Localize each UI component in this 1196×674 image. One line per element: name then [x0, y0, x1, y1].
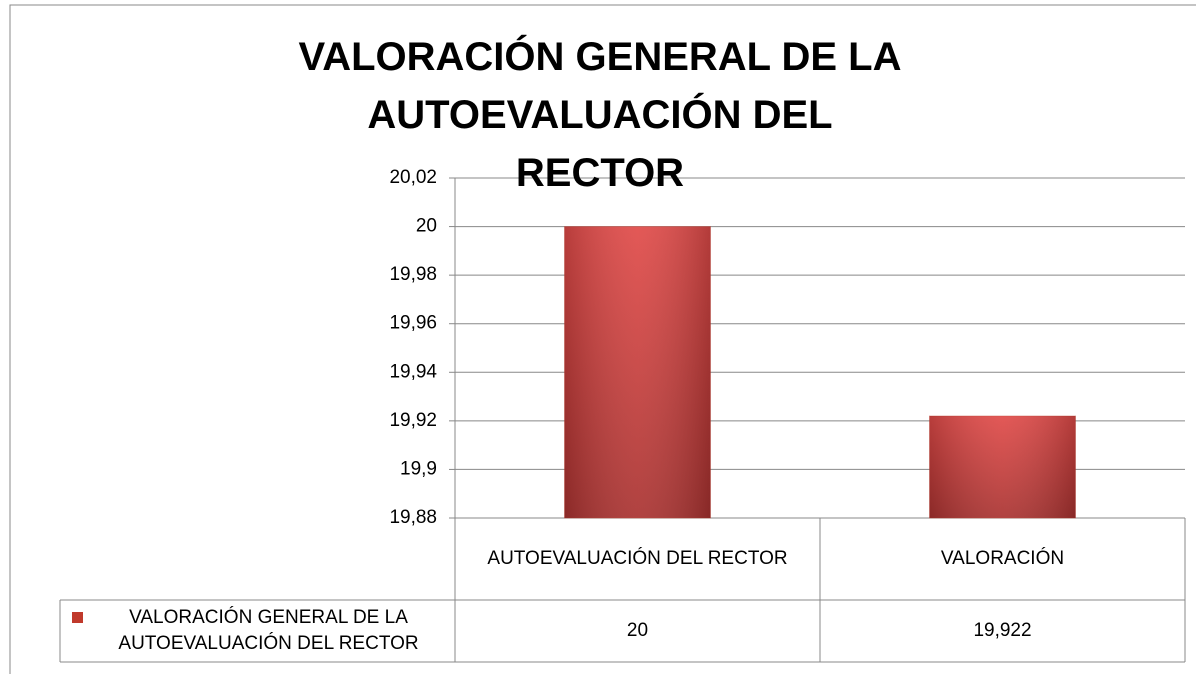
x-tick-label: VALORACIÓN [940, 548, 1065, 569]
bar [929, 415, 1076, 519]
y-tick-label: 19,92 [389, 410, 437, 431]
y-tick-label: 19,98 [389, 264, 437, 285]
legend-marker [72, 612, 83, 623]
legend-label: VALORACIÓN GENERAL DE LA AUTOEVALUACIÓN … [118, 607, 419, 654]
y-tick-label: 19,96 [389, 313, 437, 334]
chart-border [9, 4, 1196, 674]
y-tick-label: 20,02 [389, 167, 437, 188]
chart-title: VALORACIÓN GENERAL DE LA AUTOEVALUACIÓN … [298, 35, 902, 195]
y-tick-label: 19,88 [389, 507, 437, 528]
y-tick-label: 19,94 [389, 361, 437, 382]
table-value: 19,922 [973, 620, 1032, 641]
table-value: 20 [626, 620, 649, 641]
x-tick-label: AUTOEVALUACIÓN DEL RECTOR [487, 548, 788, 569]
y-tick-label: 19,9 [400, 458, 437, 479]
y-tick-label: 20 [416, 216, 437, 237]
bar [564, 226, 711, 519]
